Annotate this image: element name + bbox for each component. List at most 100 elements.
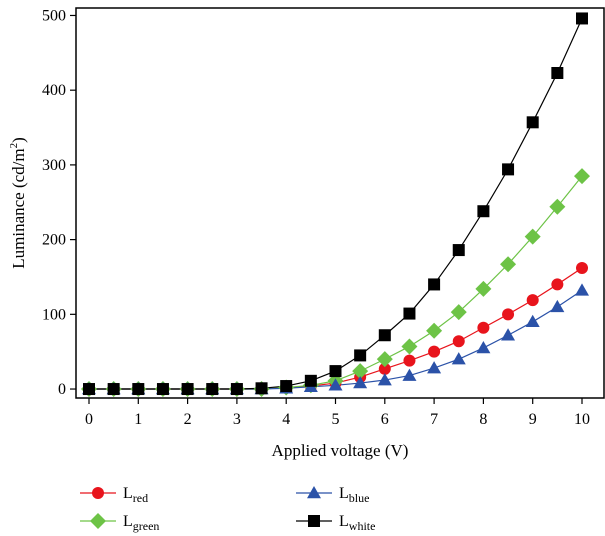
- legend-marker: [92, 487, 104, 499]
- legend-label-sub: green: [133, 519, 160, 533]
- y-tick-label: 100: [42, 306, 66, 323]
- data-point-blue: [525, 314, 540, 328]
- y-axis-ticks: 0 100 200 300 400 500: [42, 7, 76, 398]
- legend-label: Lgreen: [123, 513, 159, 533]
- x-tick-label: 6: [381, 411, 389, 428]
- data-point-red: [526, 294, 539, 307]
- legend-label: Lred: [123, 485, 148, 505]
- x-tick-label: 9: [529, 411, 537, 428]
- data-point-white: [206, 383, 219, 396]
- data-point-white: [502, 163, 515, 176]
- legend-item-red: Lred: [80, 485, 148, 505]
- data-point-blue: [550, 299, 565, 313]
- data-point-green: [450, 304, 467, 321]
- data-point-white: [280, 380, 293, 393]
- data-point-white: [181, 383, 194, 396]
- data-point-red: [576, 262, 588, 274]
- data-point-blue: [377, 373, 392, 386]
- legend-label-main: L: [123, 513, 133, 530]
- data-point-green: [549, 198, 566, 215]
- data-point-white: [452, 244, 465, 257]
- legend-marker: [307, 486, 321, 499]
- data-point-white: [329, 365, 342, 378]
- legend-item-green: Lgreen: [80, 513, 159, 533]
- legend-marker: [90, 513, 106, 529]
- data-point-green: [524, 228, 541, 245]
- data-point-white: [526, 116, 539, 129]
- data-point-red: [551, 278, 564, 291]
- data-point-white: [107, 383, 120, 396]
- data-point-green: [401, 338, 418, 355]
- y-axis-label-main: Luminance (cd/m: [9, 148, 28, 268]
- data-point-white: [403, 307, 416, 320]
- y-tick-label: 300: [42, 157, 66, 174]
- data-point-red: [477, 321, 490, 334]
- y-axis-label-sup: 2: [8, 143, 20, 149]
- data-point-blue: [476, 340, 491, 354]
- data-point-white: [230, 383, 243, 396]
- data-point-white: [156, 383, 169, 396]
- data-point-white: [576, 12, 588, 25]
- data-point-white: [255, 382, 268, 395]
- x-tick-label: 0: [85, 411, 93, 428]
- data-point-red: [452, 335, 465, 348]
- y-tick-label: 500: [42, 7, 66, 24]
- x-tick-label: 4: [282, 411, 290, 428]
- x-tick-label: 1: [134, 411, 142, 428]
- y-tick-label: 400: [42, 82, 66, 99]
- legend-label-sub: blue: [349, 491, 370, 505]
- data-point-green: [426, 322, 443, 339]
- data-point-white: [132, 383, 145, 396]
- data-point-white: [477, 205, 490, 218]
- legend-label: Lblue: [339, 485, 369, 505]
- data-point-red: [378, 362, 391, 375]
- data-point-blue: [451, 352, 466, 365]
- legend-label-main: L: [339, 513, 349, 530]
- data-point-white: [378, 329, 391, 342]
- x-tick-label: 3: [233, 411, 241, 428]
- data-point-green: [352, 363, 369, 380]
- data-point-blue: [501, 328, 516, 341]
- data-point-green: [475, 280, 492, 297]
- data-point-green: [500, 256, 517, 273]
- data-point-red: [403, 354, 416, 367]
- legend-item-white: Lwhite: [296, 513, 375, 533]
- x-axis-ticks: 0 1 2 3 4 5 6 7 8 9 10: [85, 398, 590, 428]
- data-point-blue: [575, 283, 589, 296]
- x-tick-label: 2: [184, 411, 192, 428]
- legend-label-sub: red: [133, 491, 148, 505]
- x-tick-label: 5: [332, 411, 340, 428]
- data-point-white: [354, 349, 367, 362]
- data-point-blue: [402, 368, 417, 381]
- legend-label-sub: white: [349, 519, 376, 533]
- legend-label: Lwhite: [339, 513, 375, 533]
- x-axis-label: Applied voltage (V): [272, 441, 409, 460]
- y-tick-label: 200: [42, 232, 66, 249]
- data-point-blue: [427, 361, 442, 374]
- plot-frame: [75, 7, 605, 399]
- y-axis-label: Luminance (cd/m2): [8, 137, 28, 269]
- data-point-blue: [328, 378, 343, 391]
- legend-marker: [308, 515, 320, 527]
- x-tick-label: 10: [574, 411, 590, 428]
- series-line-green: [89, 175, 583, 390]
- x-tick-label: 8: [479, 411, 487, 428]
- data-point-green: [574, 168, 590, 185]
- data-point-white: [428, 278, 441, 291]
- data-point-white: [304, 374, 317, 387]
- data-point-red: [428, 345, 441, 358]
- data-point-blue: [353, 376, 368, 389]
- plot-markers: [81, 12, 590, 398]
- legend-label-main: L: [339, 485, 349, 502]
- data-point-white: [551, 67, 564, 79]
- legend-item-blue: Lblue: [296, 485, 369, 505]
- y-axis-label-close: ): [9, 137, 28, 143]
- x-tick-label: 7: [430, 411, 438, 428]
- y-tick-label: 0: [58, 381, 66, 398]
- data-point-red: [502, 308, 515, 321]
- data-point-green: [376, 351, 393, 368]
- data-point-white: [83, 383, 95, 396]
- legend-label-main: L: [123, 485, 133, 502]
